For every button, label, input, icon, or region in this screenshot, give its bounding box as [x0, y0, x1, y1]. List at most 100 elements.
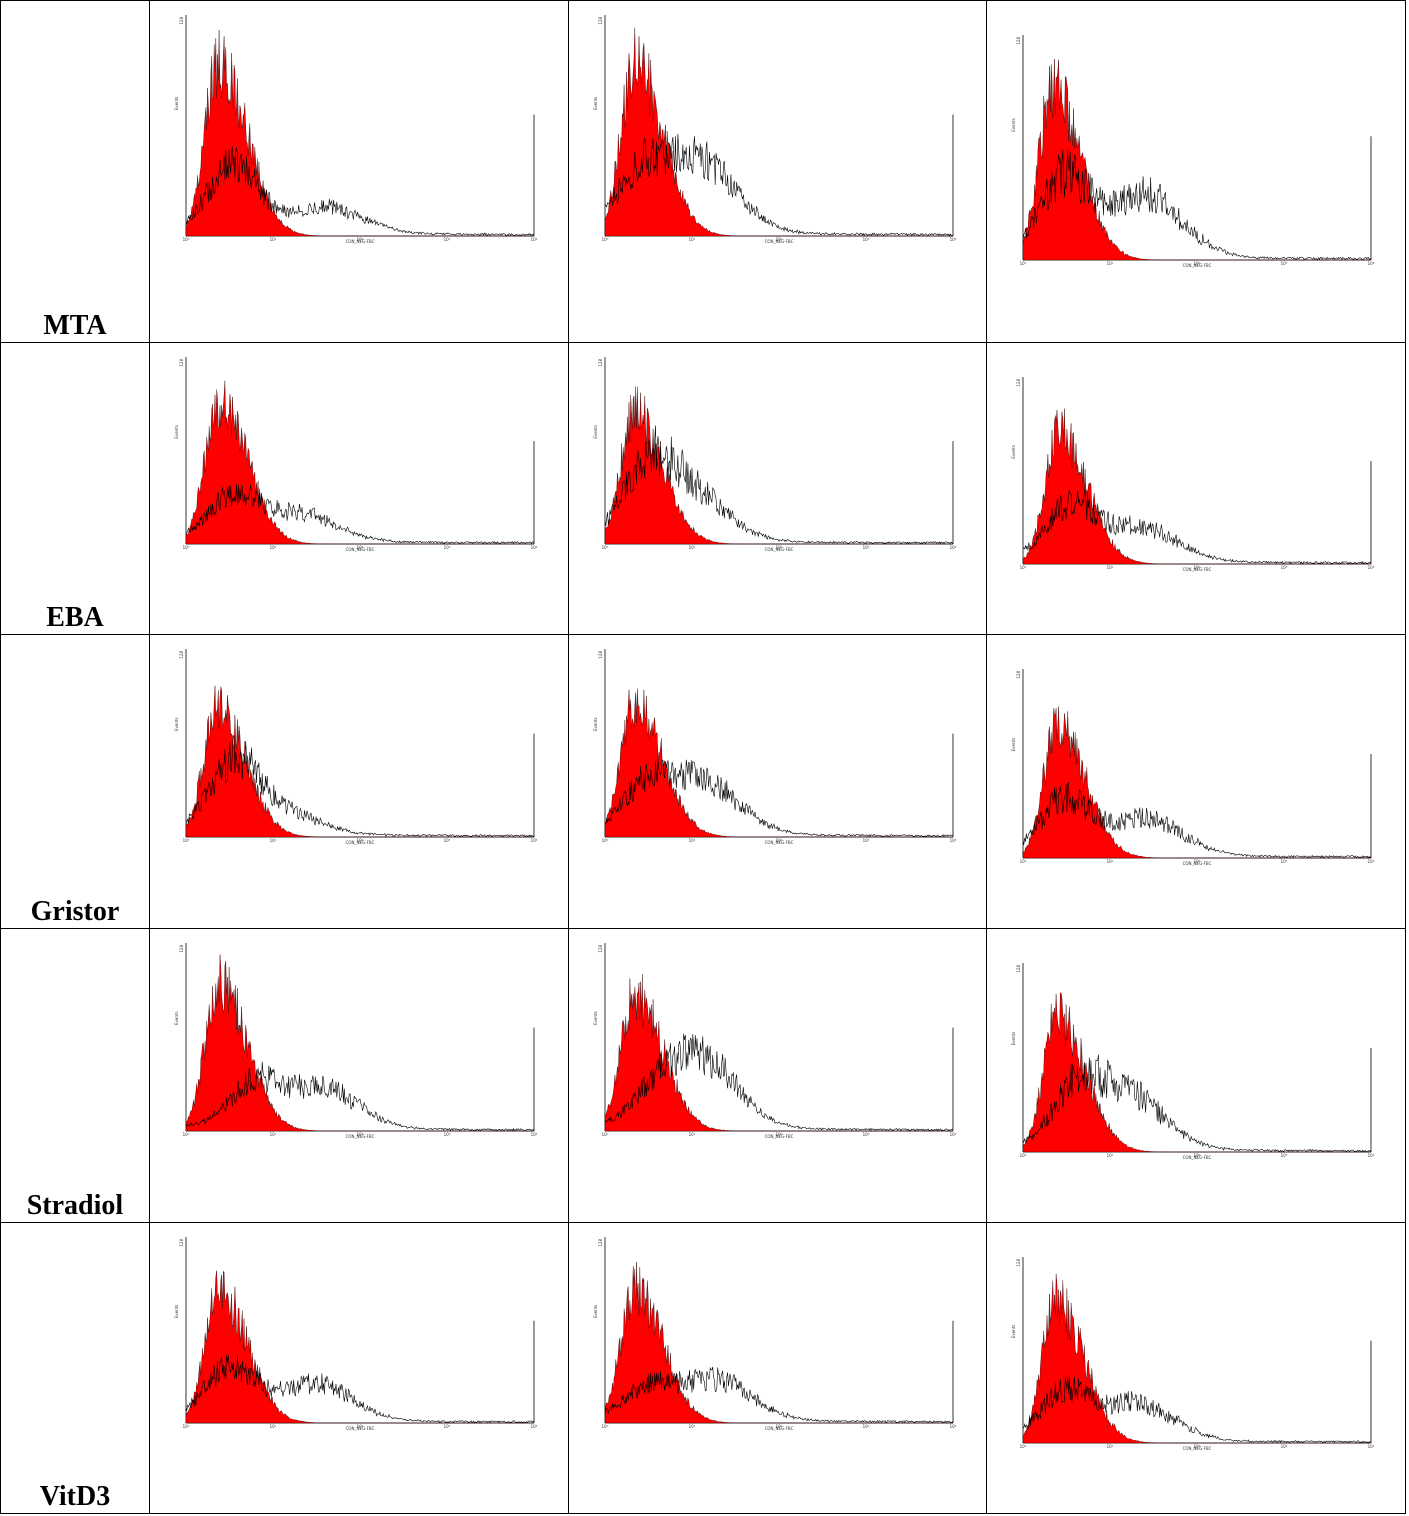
- y-tick-label: 128: [1016, 37, 1021, 45]
- x-tick-label: 10³: [1281, 1153, 1288, 1158]
- control-histogram-fill: [604, 688, 953, 838]
- y-tick-label: 128: [179, 17, 184, 25]
- y-axis-title: Events: [593, 717, 598, 731]
- x-tick-label: 10²: [775, 237, 782, 242]
- x-tick-label: 10²: [775, 1132, 782, 1137]
- x-tick-label: 10¹: [688, 1424, 695, 1429]
- x-tick-label: 10³: [1281, 565, 1288, 570]
- control-histogram-fill: [604, 974, 953, 1132]
- x-tick-label: 10⁴: [1368, 1153, 1375, 1158]
- x-axis-title: CON_NEG-FBC: [764, 1426, 793, 1431]
- histogram-plot: 128 Events 10⁰ 10¹ 10² 10³ 10⁴ CON_NEG-FBC: [174, 357, 538, 552]
- x-tick-label: 10¹: [1107, 1153, 1114, 1158]
- histogram-plot: 128 Events 10⁰ 10¹ 10² 10³ 10⁴ CON_NEG-FBC: [593, 1237, 956, 1431]
- y-axis-title: Events: [1011, 1325, 1016, 1339]
- x-tick-label: 10⁰: [1020, 261, 1027, 266]
- histogram-plot: 128 Events 10⁰ 10¹ 10² 10³ 10⁴ CON_NEG-FBC: [174, 943, 538, 1139]
- histogram-plot: 128 Events 10⁰ 10¹ 10² 10³ 10⁴ CON_NEG-FBC: [174, 15, 538, 244]
- row-label: Stradiol: [0, 928, 150, 1223]
- control-histogram-fill: [185, 954, 534, 1132]
- x-tick-label: 10⁴: [949, 237, 956, 242]
- x-axis-title: CON_NEG-FBC: [1183, 1155, 1212, 1160]
- x-axis-title: CON_NEG-FBC: [346, 1426, 375, 1431]
- histogram-cell: 128 Events 10⁰ 10¹ 10² 10³ 10⁴ CON_NEG-FBC: [986, 634, 1406, 929]
- y-tick-label: 128: [1016, 1259, 1021, 1267]
- x-tick-label: 10⁰: [1020, 1153, 1027, 1158]
- sample-histogram-line: [1023, 489, 1372, 565]
- x-tick-label: 10⁰: [601, 1132, 608, 1137]
- row-label: MTA: [0, 0, 150, 343]
- histogram-plot: 128 Events 10⁰ 10¹ 10² 10³ 10⁴ CON_NEG-FBC: [593, 943, 956, 1139]
- x-axis-title: CON_NEG-FBC: [764, 840, 793, 845]
- histogram-cell: 128 Events 10⁰ 10¹ 10² 10³ 10⁴ CON_NEG-FBC: [567, 1222, 988, 1514]
- x-tick-label: 10²: [1194, 565, 1201, 570]
- x-tick-label: 10³: [862, 237, 869, 242]
- histogram-plot: 128 Events 10⁰ 10¹ 10² 10³ 10⁴ CON_NEG-FBC: [174, 649, 538, 845]
- x-tick-label: 10³: [444, 838, 451, 843]
- x-tick-label: 10³: [444, 545, 451, 550]
- histogram-cell: 128 Events 10⁰ 10¹ 10² 10³ 10⁴ CON_NEG-FBC: [148, 634, 569, 929]
- sample-histogram-line: [1023, 1375, 1372, 1444]
- x-tick-label: 10⁰: [183, 838, 190, 843]
- x-tick-label: 10⁰: [601, 545, 608, 550]
- row-label: EBA: [0, 342, 150, 635]
- histogram-cell: 128 Events 10⁰ 10¹ 10² 10³ 10⁴ CON_NEG-FBC: [148, 342, 569, 635]
- x-tick-label: 10⁴: [531, 1132, 538, 1137]
- x-tick-label: 10⁴: [1368, 261, 1375, 266]
- x-tick-label: 10⁴: [531, 1424, 538, 1429]
- x-axis-title: CON_NEG-FBC: [346, 840, 375, 845]
- x-tick-label: 10³: [1281, 261, 1288, 266]
- x-tick-label: 10¹: [688, 237, 695, 242]
- sample-histogram-line: [604, 1033, 953, 1132]
- x-tick-label: 10²: [1194, 1153, 1201, 1158]
- x-axis-title: CON_NEG-FBC: [346, 547, 375, 552]
- y-axis-title: Events: [1011, 1032, 1016, 1046]
- x-tick-label: 10²: [1194, 859, 1201, 864]
- sample-histogram-line: [604, 133, 953, 237]
- sample-histogram-line: [185, 146, 535, 237]
- x-tick-label: 10²: [1194, 261, 1201, 266]
- y-tick-label: 128: [598, 945, 603, 953]
- x-tick-label: 10²: [1194, 1444, 1201, 1449]
- y-tick-label: 128: [179, 945, 184, 953]
- x-tick-label: 10¹: [1107, 859, 1114, 864]
- y-axis-title: Events: [1011, 118, 1016, 132]
- sample-histogram-line: [1022, 781, 1372, 859]
- histogram-plot: 128 Events 10⁰ 10¹ 10² 10³ 10⁴ CON_NEG-FBC: [593, 649, 956, 845]
- y-axis-title: Events: [174, 425, 179, 439]
- y-tick-label: 128: [1016, 965, 1021, 973]
- x-tick-label: 10²: [775, 1424, 782, 1429]
- x-tick-label: 10⁴: [949, 838, 956, 843]
- x-tick-label: 10³: [862, 1132, 869, 1137]
- x-tick-label: 10²: [775, 545, 782, 550]
- y-axis-title: Events: [174, 97, 179, 111]
- y-tick-label: 128: [598, 651, 603, 659]
- x-tick-label: 10⁴: [949, 545, 956, 550]
- x-tick-label: 10²: [357, 1132, 364, 1137]
- y-tick-label: 128: [179, 1239, 184, 1247]
- x-tick-label: 10⁴: [1368, 565, 1375, 570]
- row-label: Gristor: [0, 634, 150, 929]
- y-axis-title: Events: [593, 425, 598, 439]
- x-tick-label: 10⁰: [183, 1424, 190, 1429]
- histogram-cell: 128 Events 10⁰ 10¹ 10² 10³ 10⁴ CON_NEG-FBC: [148, 0, 569, 343]
- x-tick-label: 10⁴: [949, 1132, 956, 1137]
- control-histogram-fill: [185, 685, 534, 838]
- histogram-cell: 128 Events 10⁰ 10¹ 10² 10³ 10⁴ CON_NEG-FBC: [148, 1222, 569, 1514]
- histogram-cell: 128 Events 10⁰ 10¹ 10² 10³ 10⁴ CON_NEG-FBC: [567, 634, 988, 929]
- histogram-plot: 128 Events 10⁰ 10¹ 10² 10³ 10⁴ CON_NEG-FBC: [1011, 35, 1375, 268]
- histogram-cell: 128 Events 10⁰ 10¹ 10² 10³ 10⁴ CON_NEG-FBC: [567, 0, 988, 343]
- x-tick-label: 10¹: [1107, 565, 1114, 570]
- x-tick-label: 10⁰: [1020, 565, 1027, 570]
- sample-histogram-line: [185, 484, 535, 545]
- sample-histogram-line: [185, 1354, 534, 1424]
- x-tick-label: 10⁰: [1020, 1444, 1027, 1449]
- x-tick-label: 10²: [357, 237, 364, 242]
- x-tick-label: 10¹: [1107, 1444, 1114, 1449]
- y-axis-title: Events: [593, 97, 598, 111]
- control-histogram-fill: [1023, 992, 1372, 1153]
- control-histogram-fill: [604, 386, 953, 545]
- x-tick-label: 10³: [862, 545, 869, 550]
- control-histogram-fill: [185, 29, 534, 237]
- histogram-cell: 128 Events 10⁰ 10¹ 10² 10³ 10⁴ CON_NEG-FBC: [567, 342, 988, 635]
